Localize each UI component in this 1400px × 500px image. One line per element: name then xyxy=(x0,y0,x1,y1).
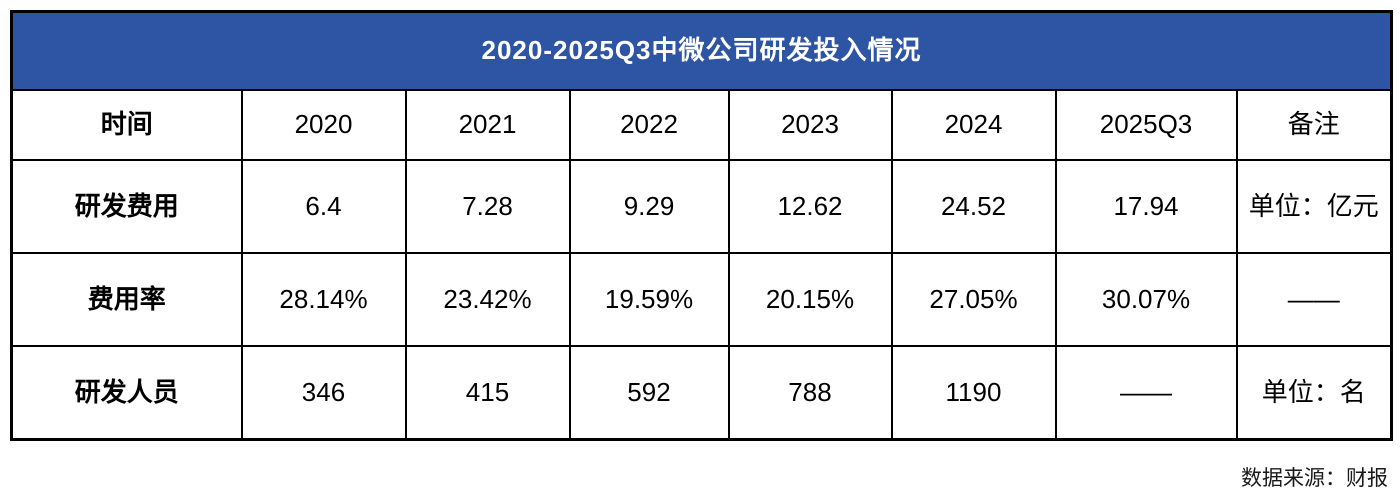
table-row-rd-expense: 研发费用 6.4 7.28 9.29 12.62 24.52 17.94 单位：… xyxy=(10,159,1393,254)
note-cell-unit-yuan: 单位：亿元 xyxy=(1235,159,1393,254)
data-cell: 27.05% xyxy=(890,252,1057,347)
data-cell: 12.62 xyxy=(727,159,893,254)
header-cell-2022: 2022 xyxy=(568,89,730,161)
data-cell: —— xyxy=(1054,345,1238,441)
note-cell-dash: —— xyxy=(1235,252,1393,347)
row-label-rd-expense: 研发费用 xyxy=(10,159,243,254)
header-cell-time: 时间 xyxy=(10,89,243,161)
table-title: 2020-2025Q3中微公司研发投入情况 xyxy=(10,10,1393,91)
header-cell-2025q3: 2025Q3 xyxy=(1054,89,1238,161)
header-cell-2021: 2021 xyxy=(404,89,571,161)
data-cell: 9.29 xyxy=(568,159,730,254)
row-label-expense-ratio: 费用率 xyxy=(10,252,243,347)
data-cell: 346 xyxy=(240,345,407,441)
title-row: 2020-2025Q3中微公司研发投入情况 xyxy=(10,10,1393,91)
data-cell: 28.14% xyxy=(240,252,407,347)
data-cell: 24.52 xyxy=(890,159,1057,254)
data-cell: 415 xyxy=(404,345,571,441)
data-cell: 19.59% xyxy=(568,252,730,347)
data-cell: 1190 xyxy=(890,345,1057,441)
header-row: 时间 2020 2021 2022 2023 2024 2025Q3 备注 xyxy=(10,89,1393,161)
header-cell-2024: 2024 xyxy=(890,89,1057,161)
data-cell: 23.42% xyxy=(404,252,571,347)
header-cell-2020: 2020 xyxy=(240,89,407,161)
data-source-label: 数据来源：财报 xyxy=(1241,467,1388,490)
data-cell: 30.07% xyxy=(1054,252,1238,347)
table-row-rd-staff: 研发人员 346 415 592 788 1190 —— 单位：名 xyxy=(10,345,1393,441)
table-row-expense-ratio: 费用率 28.14% 23.42% 19.59% 20.15% 27.05% 3… xyxy=(10,252,1393,347)
row-label-rd-staff: 研发人员 xyxy=(10,345,243,441)
data-cell: 20.15% xyxy=(727,252,893,347)
data-cell: 788 xyxy=(727,345,893,441)
header-cell-remark: 备注 xyxy=(1235,89,1393,161)
data-cell: 6.4 xyxy=(240,159,407,254)
data-cell: 7.28 xyxy=(404,159,571,254)
header-cell-2023: 2023 xyxy=(727,89,893,161)
data-cell: 592 xyxy=(568,345,730,441)
note-cell-unit-persons: 单位：名 xyxy=(1235,345,1393,441)
data-cell: 17.94 xyxy=(1054,159,1238,254)
rd-investment-table: 2020-2025Q3中微公司研发投入情况 时间 2020 2021 2022 … xyxy=(10,10,1394,441)
